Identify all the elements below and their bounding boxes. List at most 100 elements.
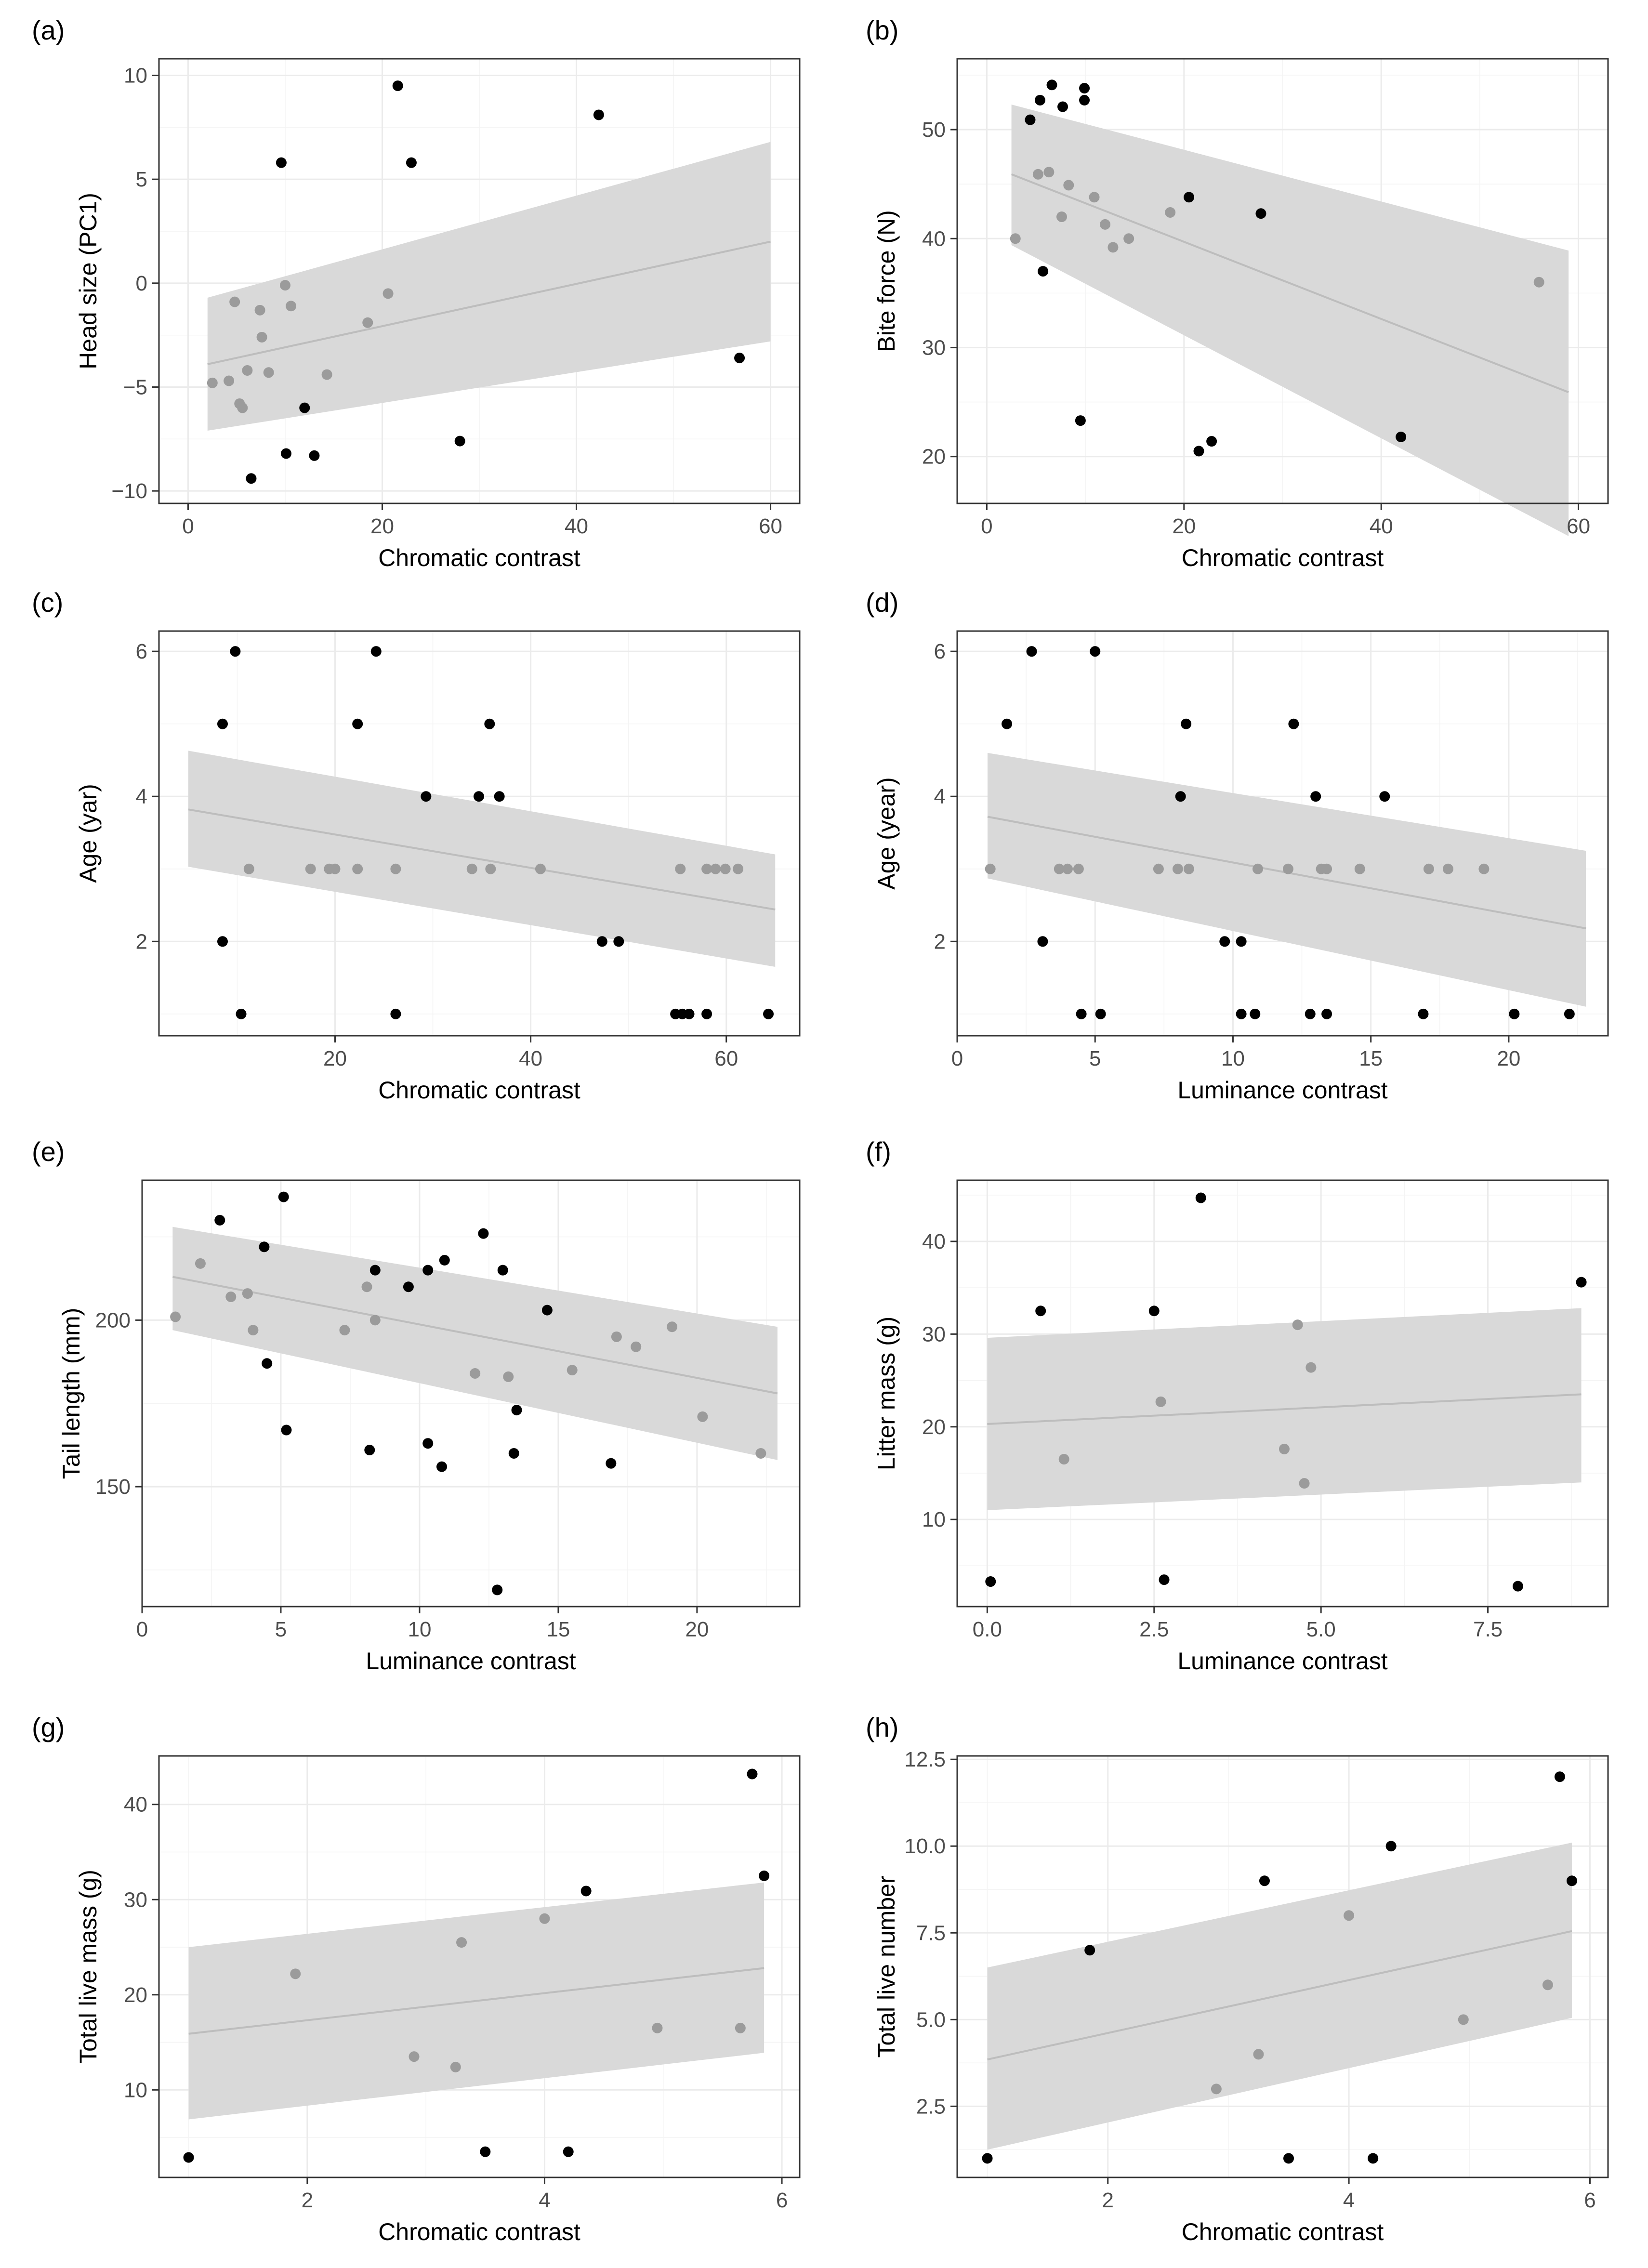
y-axis-title: Tail length (mm)	[58, 1308, 85, 1479]
data-point-black	[492, 1584, 503, 1596]
y-tick-label: 6	[934, 640, 946, 663]
confidence-ribbon	[207, 142, 771, 431]
data-point-grey	[667, 1321, 678, 1332]
data-point-grey	[652, 2022, 663, 2033]
data-point-black	[364, 1445, 375, 1456]
y-tick-label: 2.5	[916, 2095, 946, 2118]
data-point-black	[217, 718, 228, 729]
data-point-grey	[207, 377, 218, 388]
x-tick-label: 6	[1584, 2189, 1595, 2212]
chart-panel: 2 4 6 2.5 5.0 7.5 10.0 12.5 Chromatic contrast To…	[866, 1712, 1609, 2245]
data-point-grey	[254, 304, 265, 316]
y-tick-label: 5.0	[916, 2008, 946, 2031]
data-point-black	[1396, 432, 1407, 443]
data-point-black	[1075, 415, 1086, 426]
data-point-black	[1193, 446, 1204, 457]
data-point-black	[1418, 1008, 1429, 1019]
y-tick-label: 30	[922, 1322, 946, 1346]
data-point-grey	[450, 2061, 461, 2072]
data-point-grey	[361, 1281, 372, 1292]
data-point-grey	[1123, 233, 1134, 244]
x-tick-label: 5	[1089, 1047, 1101, 1070]
data-point-grey	[466, 863, 477, 874]
x-axis-title: Chromatic contrast	[378, 1077, 580, 1104]
y-axis-title: Age (year)	[873, 777, 900, 889]
data-point-black	[183, 2152, 194, 2163]
data-point-grey	[1279, 1443, 1290, 1454]
data-point-black	[1002, 718, 1013, 729]
data-point-black	[684, 1008, 695, 1019]
data-point-black	[1250, 1008, 1261, 1019]
x-tick-label: 2.5	[1139, 1618, 1169, 1641]
data-point-grey	[1253, 2049, 1264, 2060]
data-point-black	[1554, 1771, 1565, 1782]
plot-border	[956, 1179, 1609, 1608]
data-point-black	[1512, 1581, 1523, 1592]
data-point-black	[421, 791, 432, 802]
data-point-grey	[279, 280, 290, 291]
data-point-black	[1509, 1008, 1520, 1019]
data-point-black	[1236, 1008, 1247, 1019]
data-point-black	[1283, 2153, 1294, 2164]
panel-label: (d)	[866, 587, 898, 618]
data-point-black	[508, 1448, 519, 1459]
data-point-black	[403, 1281, 414, 1292]
data-point-grey	[503, 1371, 514, 1382]
data-point-grey	[1299, 1478, 1310, 1489]
data-point-black	[1219, 936, 1230, 947]
data-point-grey	[1089, 192, 1100, 203]
chart-panel: 20 40 60 2 4 6 Chromatic contrast Age (yar) (c)	[32, 587, 801, 1104]
data-point-black	[1379, 791, 1390, 802]
data-point-black	[484, 718, 495, 729]
x-axis-title: Chromatic contrast	[378, 2218, 580, 2245]
x-tick-label: 20	[1172, 514, 1196, 538]
data-point-black	[1038, 266, 1049, 277]
y-tick-label: 2	[934, 930, 946, 953]
data-point-grey	[256, 331, 267, 343]
data-point-grey	[1172, 863, 1183, 874]
x-axis-title: Chromatic contrast	[1182, 544, 1384, 571]
data-point-grey	[305, 863, 316, 874]
regression-line	[172, 1276, 778, 1395]
plot-border	[956, 630, 1609, 1037]
data-point-black	[406, 157, 417, 168]
x-tick-label: 20	[1497, 1047, 1520, 1070]
data-point-black	[580, 1886, 592, 1897]
data-point-black	[1148, 1305, 1160, 1317]
data-point-grey	[1252, 863, 1263, 874]
data-point-black	[1305, 1008, 1316, 1019]
data-point-grey	[1321, 863, 1332, 874]
y-axis-title: Litter mass (g)	[873, 1317, 900, 1471]
data-point-black	[1184, 192, 1195, 203]
regression-line	[207, 240, 771, 365]
data-point-black	[1175, 791, 1186, 802]
data-point-black	[606, 1458, 617, 1469]
data-point-grey	[225, 1291, 237, 1302]
data-point-black	[1566, 1875, 1577, 1886]
data-point-black	[1084, 1945, 1095, 1956]
regression-line	[1011, 173, 1569, 394]
data-point-black	[214, 1214, 225, 1226]
data-point-black	[701, 1008, 712, 1019]
y-tick-label: 40	[922, 1230, 946, 1253]
x-axis-title: Chromatic contrast	[1182, 2218, 1384, 2245]
data-point-grey	[286, 301, 297, 312]
y-axis-title: Head size (PC1)	[75, 193, 102, 369]
data-point-grey	[248, 1325, 259, 1336]
panel-label: (h)	[866, 1712, 898, 1742]
data-point-black	[259, 1241, 270, 1253]
y-tick-label: 50	[922, 118, 946, 142]
data-point-black	[593, 109, 604, 120]
data-point-black	[1095, 1008, 1106, 1019]
data-point-black	[747, 1768, 758, 1780]
data-point-grey	[1058, 1454, 1069, 1465]
x-tick-label: 0.0	[973, 1618, 1002, 1641]
data-point-black	[276, 157, 287, 168]
data-point-black	[1090, 646, 1101, 657]
data-point-grey	[1107, 242, 1119, 253]
data-point-black	[1368, 2153, 1379, 2164]
confidence-ribbon	[172, 1226, 778, 1460]
x-tick-label: 60	[759, 514, 782, 538]
y-tick-label: 10	[922, 1508, 946, 1531]
